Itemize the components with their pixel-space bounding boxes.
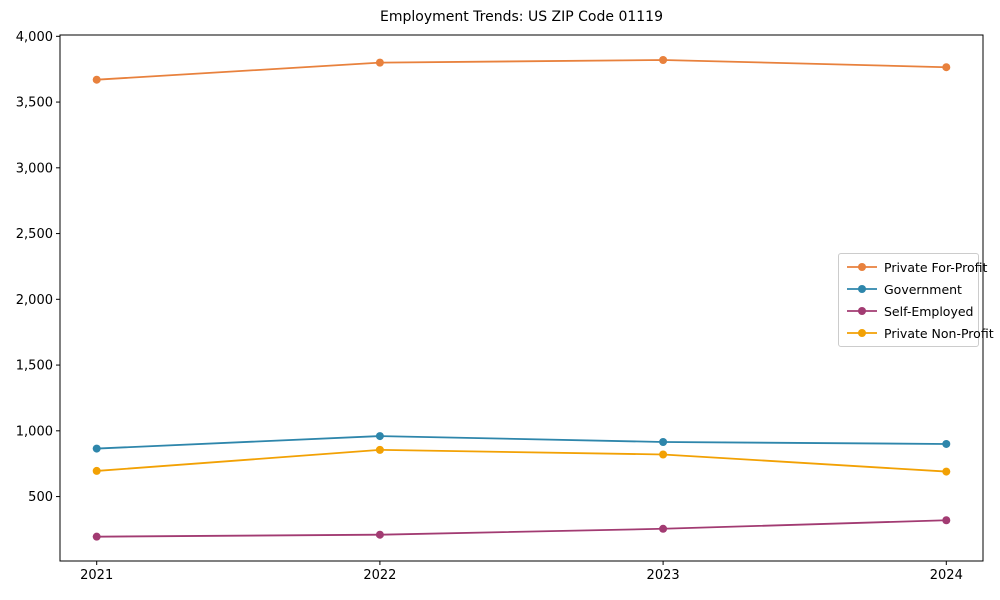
data-point-government xyxy=(375,432,384,441)
data-point-government xyxy=(92,444,101,453)
legend-label: Self-Employed xyxy=(884,303,974,319)
legend-line-marker-icon xyxy=(847,307,877,315)
series-line-private-for-profit xyxy=(96,59,947,81)
legend-row-self-employed: Self-Employed xyxy=(847,303,974,319)
series-line-government xyxy=(96,435,947,450)
legend-line-marker-icon xyxy=(847,329,877,337)
series-line-private-non-profit xyxy=(96,448,947,473)
data-point-government xyxy=(942,439,951,448)
y-tick-label: 3,500 xyxy=(16,96,53,111)
data-point-private-non-profit xyxy=(659,450,668,459)
data-point-self-employed xyxy=(942,516,951,525)
y-tick-label: 1,000 xyxy=(16,424,53,439)
legend-label: Private For-Profit xyxy=(884,259,988,275)
legend: Private For-Profit Government Self-Emplo… xyxy=(838,253,994,347)
legend-label: Private Non-Profit xyxy=(884,325,994,341)
data-point-self-employed xyxy=(92,532,101,541)
chart-title: Employment Trends: US ZIP Code 01119 xyxy=(380,9,663,25)
series-line-self-employed xyxy=(96,519,947,538)
data-point-private-for-profit xyxy=(659,55,668,64)
plot-border xyxy=(59,34,984,562)
y-tick-label: 2,500 xyxy=(16,227,53,242)
data-point-private-non-profit xyxy=(375,445,384,454)
legend-row-private-for-profit: Private For-Profit xyxy=(847,260,987,275)
x-tick-label: 2024 xyxy=(930,568,963,583)
data-point-private-for-profit xyxy=(942,63,951,72)
y-tick-label: 2,000 xyxy=(16,293,53,308)
data-point-self-employed xyxy=(375,530,384,539)
data-point-private-non-profit xyxy=(92,466,101,475)
y-tick-label: 500 xyxy=(28,490,53,505)
y-tick-label: 4,000 xyxy=(16,30,53,45)
x-tick-label: 2021 xyxy=(80,568,113,583)
legend-label: Government xyxy=(884,281,962,297)
data-point-private-for-profit xyxy=(92,75,101,84)
legend-row-private-non-profit: Private Non-Profit xyxy=(847,326,994,341)
data-point-private-non-profit xyxy=(942,467,951,476)
data-point-private-for-profit xyxy=(375,58,384,67)
legend-line-marker-icon xyxy=(847,263,877,271)
y-tick-label: 1,500 xyxy=(16,359,53,374)
data-point-government xyxy=(659,437,668,446)
x-tick-label: 2022 xyxy=(363,568,396,583)
legend-row-government: Government xyxy=(847,281,970,297)
x-tick-label: 2023 xyxy=(647,568,680,583)
legend-line-marker-icon xyxy=(847,285,877,293)
y-tick-label: 3,000 xyxy=(16,161,53,176)
data-point-self-employed xyxy=(659,524,668,533)
